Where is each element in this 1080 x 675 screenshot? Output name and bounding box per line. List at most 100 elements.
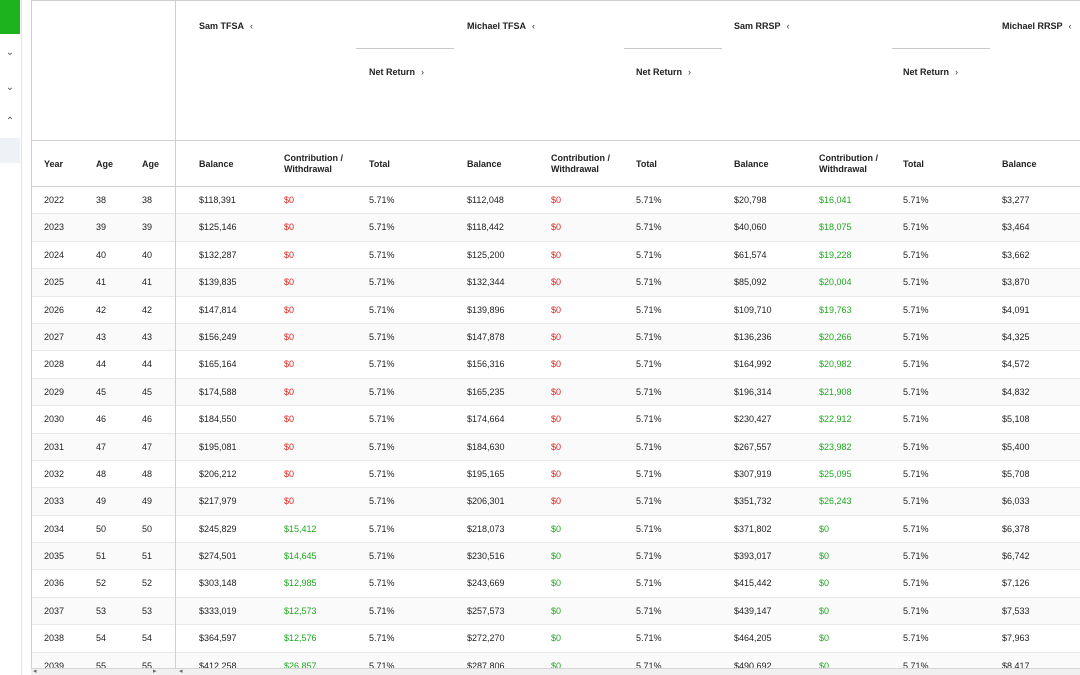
balance-cell: $307,919 xyxy=(734,468,772,479)
contribution-cell: $0 xyxy=(819,660,830,671)
column-header-balance[interactable]: Balance xyxy=(1002,159,1037,169)
column-header-age[interactable]: Age xyxy=(96,159,114,169)
balance-cell: $274,501 xyxy=(199,551,237,562)
sidebar-selected-item[interactable] xyxy=(0,138,20,163)
collapse-caret-icon[interactable]: ‹ xyxy=(532,21,536,31)
balance-cell: $393,017 xyxy=(734,551,772,562)
column-header-age[interactable]: Age xyxy=(142,159,160,169)
chevron-down-icon[interactable]: ⌄ xyxy=(5,47,15,58)
contribution-cell: $21,908 xyxy=(819,386,852,397)
divider xyxy=(624,48,722,49)
balance-cell: $40,060 xyxy=(734,222,767,233)
table-row[interactable]: 2030 46 46 $184,550 $0 5.71% $174,664 $0 5.71% $2… xyxy=(32,406,1080,434)
table-row[interactable]: 2028 44 44 $165,164 $0 5.71% $156,316 $0 5.71% $1… xyxy=(32,351,1080,379)
table-row[interactable]: 2038 54 54 $364,597 $12,576 5.71% $272,270 $0 5.… xyxy=(32,625,1080,653)
balance-cell: $267,557 xyxy=(734,441,772,452)
scroll-right-icon[interactable]: ▸ xyxy=(153,668,157,675)
contribution-cell: $0 xyxy=(551,331,562,342)
table-row[interactable]: 2032 48 48 $206,212 $0 5.71% $195,165 $0 5.71% $3… xyxy=(32,461,1080,489)
contribution-cell: $0 xyxy=(284,468,295,479)
total-cell: 5.71% xyxy=(903,441,929,452)
age-cell: 42 xyxy=(96,304,107,315)
table-row[interactable]: 2025 41 41 $139,835 $0 5.71% $132,344 $0 5.71% $8… xyxy=(32,269,1080,297)
contribution-cell: $0 xyxy=(551,633,562,644)
column-header-balance[interactable]: Balance xyxy=(467,159,502,169)
table-row[interactable]: 2022 38 38 $118,391 $0 5.71% $112,048 $0 5.71% $2… xyxy=(32,187,1080,215)
group-header-sam-tfsa[interactable]: Sam TFSA ‹ xyxy=(199,21,253,31)
balance-cell: $7,533 xyxy=(1002,605,1030,616)
net-return-header[interactable]: Net Return › xyxy=(636,67,691,77)
age-cell: 38 xyxy=(96,195,107,205)
group-header-sam-rrsp[interactable]: Sam RRSP ‹ xyxy=(734,21,790,31)
balance-cell: $132,344 xyxy=(467,277,505,288)
year-cell: 2030 xyxy=(44,414,65,425)
total-cell: 5.71% xyxy=(636,386,662,397)
expand-caret-icon[interactable]: › xyxy=(421,67,425,77)
total-cell: 5.71% xyxy=(903,551,929,562)
chevron-down-icon[interactable]: ⌄ xyxy=(5,82,15,93)
table-row[interactable]: 2029 45 45 $174,588 $0 5.71% $165,235 $0 5.71% $1… xyxy=(32,378,1080,407)
net-return-label: Net Return xyxy=(636,67,683,77)
year-cell: 2028 xyxy=(44,359,65,370)
expand-caret-icon[interactable]: › xyxy=(955,67,959,77)
collapse-caret-icon[interactable]: ‹ xyxy=(1068,21,1072,31)
balance-cell: $7,126 xyxy=(1002,578,1030,589)
year-cell: 2022 xyxy=(44,195,65,205)
table-row[interactable]: 2026 42 42 $147,814 $0 5.71% $139,896 $0 5.71% $1… xyxy=(32,297,1080,324)
column-header-contribution[interactable]: Contribution / Withdrawal xyxy=(819,153,878,175)
table-row[interactable]: 2035 51 51 $274,501 $14,645 5.71% $230,516 $0 5.… xyxy=(32,543,1080,571)
contribution-cell: $0 xyxy=(819,523,830,534)
column-header-year[interactable]: Year xyxy=(44,159,64,169)
scroll-left-icon[interactable]: ◂ xyxy=(179,668,183,675)
column-header-total[interactable]: Total xyxy=(903,159,924,169)
net-return-header[interactable]: Net Return › xyxy=(903,67,958,77)
table-row[interactable]: 2024 40 40 $132,287 $0 5.71% $125,200 $0 5.71% $6… xyxy=(32,242,1080,270)
group-header-michael-tfsa[interactable]: Michael TFSA ‹ xyxy=(467,21,535,31)
column-header-contribution[interactable]: Contribution / Withdrawal xyxy=(551,153,610,175)
balance-cell: $132,287 xyxy=(199,249,237,260)
table-row[interactable]: 2023 39 39 $125,146 $0 5.71% $118,442 $0 5.71% $4… xyxy=(32,214,1080,242)
year-cell: 2036 xyxy=(44,578,65,589)
chevron-up-icon[interactable]: ⌃ xyxy=(5,116,15,127)
column-header-total[interactable]: Total xyxy=(369,159,390,169)
table-row[interactable]: 2033 49 49 $217,979 $0 5.71% $206,301 $0 5.71% $3… xyxy=(32,488,1080,516)
column-header-contribution[interactable]: Contribution / Withdrawal xyxy=(284,153,343,175)
scroll-left-icon[interactable]: ◂ xyxy=(33,668,37,675)
column-header-balance[interactable]: Balance xyxy=(199,159,234,169)
total-cell: 5.71% xyxy=(369,359,395,370)
contribution-cell: $19,763 xyxy=(819,304,852,315)
contribution-cell: $0 xyxy=(551,468,562,479)
table-row[interactable]: 2037 53 53 $333,019 $12,573 5.71% $257,573 $0 5.… xyxy=(32,597,1080,626)
sidebar-active-indicator xyxy=(0,0,20,34)
balance-cell: $147,814 xyxy=(199,304,237,315)
expand-caret-icon[interactable]: › xyxy=(688,67,692,77)
table-row[interactable]: 2027 43 43 $156,249 $0 5.71% $147,878 $0 5.71% $1… xyxy=(32,323,1080,352)
total-cell: 5.71% xyxy=(636,633,662,644)
horizontal-scrollbar[interactable]: ◂ ▸ ◂ xyxy=(31,668,1080,675)
balance-cell: $20,798 xyxy=(734,195,767,205)
contribution-cell: $25,095 xyxy=(819,468,852,479)
collapse-caret-icon[interactable]: ‹ xyxy=(250,21,254,31)
total-cell: 5.71% xyxy=(636,304,662,315)
balance-cell: $174,664 xyxy=(467,414,505,425)
year-cell: 2025 xyxy=(44,277,65,288)
balance-cell: $3,662 xyxy=(1002,249,1030,260)
column-header-total[interactable]: Total xyxy=(636,159,657,169)
balance-cell: $415,442 xyxy=(734,578,772,589)
contribution-cell: $0 xyxy=(819,605,830,616)
collapse-caret-icon[interactable]: ‹ xyxy=(786,21,790,31)
column-header-balance[interactable]: Balance xyxy=(734,159,769,169)
age-cell: 48 xyxy=(142,468,153,479)
table-row[interactable]: 2031 47 47 $195,081 $0 5.71% $184,630 $0 5.71% $2… xyxy=(32,433,1080,461)
balance-cell: $7,963 xyxy=(1002,633,1030,644)
balance-cell: $136,236 xyxy=(734,331,772,342)
net-return-header[interactable]: Net Return › xyxy=(369,67,424,77)
total-cell: 5.71% xyxy=(369,414,395,425)
table-row[interactable]: 2034 50 50 $245,829 $15,412 5.71% $218,073 $0 5.… xyxy=(32,516,1080,544)
table-row[interactable]: 2036 52 52 $303,148 $12,985 5.71% $243,669 $0 5.… xyxy=(32,570,1080,598)
balance-cell: $333,019 xyxy=(199,605,237,616)
balance-cell: $217,979 xyxy=(199,496,237,507)
group-header-michael-rrsp[interactable]: Michael RRSP ‹ xyxy=(1002,21,1072,31)
contribution-cell: $0 xyxy=(551,277,562,288)
balance-cell: $4,325 xyxy=(1002,331,1030,342)
